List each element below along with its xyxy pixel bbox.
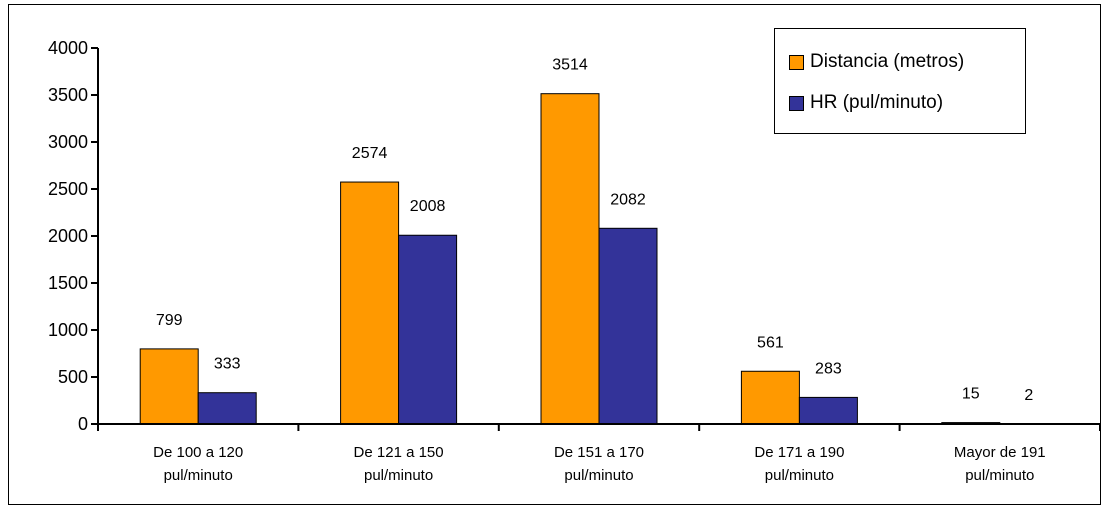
y-axis-ticks: 0 500 1000 1500 2000 2500 3000 3500 4000 xyxy=(48,38,98,434)
y-tick-label: 3000 xyxy=(48,132,88,152)
category-label: De 100 a 120 xyxy=(153,444,243,461)
category-label: pul/minuto xyxy=(364,467,433,484)
data-label: 2574 xyxy=(352,145,388,162)
data-label: 283 xyxy=(815,360,842,377)
legend: Distancia (metros) HR (pul/minuto) xyxy=(774,28,1026,134)
y-tick-label: 4000 xyxy=(48,38,88,58)
bar-hr xyxy=(798,396,858,425)
legend-label-distancia: Distancia (metros) xyxy=(810,51,965,72)
data-labels: 799 333 2574 2008 3514 2082 561 283 15 2 xyxy=(156,57,1033,404)
bar-distancia xyxy=(540,93,600,425)
bar-hr xyxy=(598,227,658,425)
legend-item-hr: HR (pul/minuto) xyxy=(789,92,943,114)
category-label: pul/minuto xyxy=(765,467,834,484)
y-tick-label: 3500 xyxy=(48,85,88,105)
data-label: 2082 xyxy=(610,191,646,208)
category-label: De 121 a 150 xyxy=(354,444,444,461)
y-tick-label: 1000 xyxy=(48,320,88,340)
bar-hr xyxy=(398,234,458,425)
legend-label-hr: HR (pul/minuto) xyxy=(810,92,944,113)
data-label: 2 xyxy=(1024,387,1033,404)
category-labels: De 100 a 120 pul/minuto De 121 a 150 pul/mi… xyxy=(153,444,1046,484)
y-tick-label: 500 xyxy=(58,367,88,387)
data-label: 15 xyxy=(962,386,980,403)
legend-item-distancia: Distancia (metros) xyxy=(789,51,964,73)
y-tick-label: 2000 xyxy=(48,226,88,246)
x-axis-ticks xyxy=(97,424,1101,431)
legend-swatch-distancia xyxy=(789,54,804,70)
category-label: pul/minuto xyxy=(564,467,633,484)
data-label: 2008 xyxy=(410,198,446,215)
bar-distancia xyxy=(740,370,800,425)
category-label: De 171 a 190 xyxy=(754,444,844,461)
category-label: pul/minuto xyxy=(164,467,233,484)
category-label: Mayor de 191 xyxy=(954,444,1046,461)
category-label: pul/minuto xyxy=(965,467,1034,484)
data-label: 561 xyxy=(757,334,784,351)
legend-swatch-hr xyxy=(789,95,804,111)
y-tick-label: 2500 xyxy=(48,179,88,199)
bar-hr xyxy=(197,392,257,425)
bars xyxy=(139,93,1059,425)
data-label: 3514 xyxy=(552,57,588,74)
category-label: De 151 a 170 xyxy=(554,444,644,461)
y-tick-label: 0 xyxy=(78,414,88,434)
data-label: 333 xyxy=(214,356,241,373)
bar-distancia xyxy=(139,348,199,425)
y-tick-label: 1500 xyxy=(48,273,88,293)
data-label: 799 xyxy=(156,312,183,329)
bar-distancia xyxy=(340,181,400,425)
